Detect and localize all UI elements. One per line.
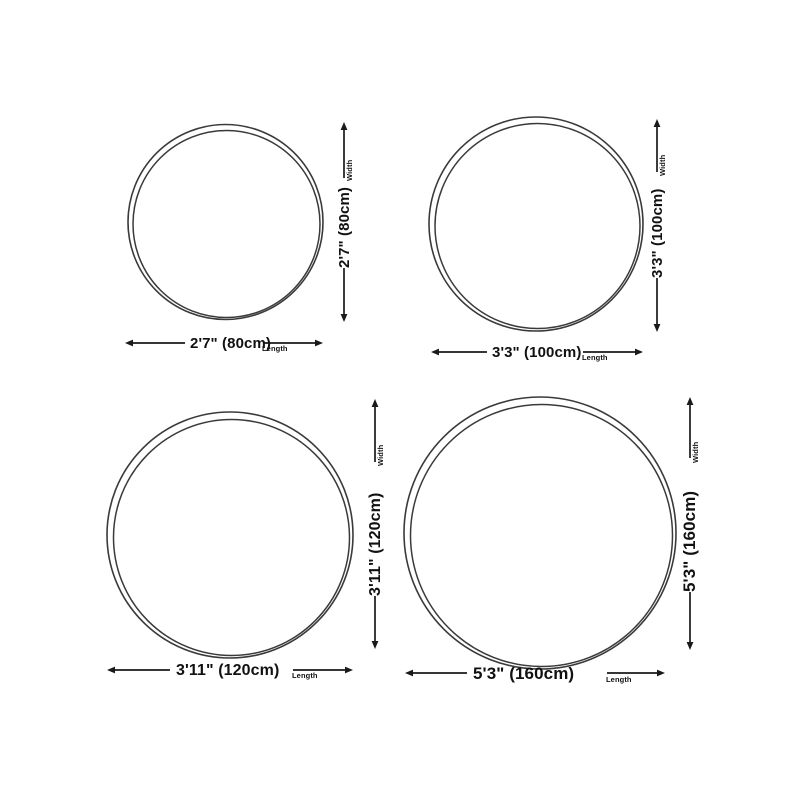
width-value-bottom-left: 3'11" (120cm) [367, 493, 384, 596]
rug-outer-ring-icon [106, 411, 354, 659]
width-caption-top-right: Width [658, 154, 667, 176]
rug-panel-bottom-left: 3'11" (120cm) Length 3'11" (120cm) Width [106, 399, 385, 680]
width-dimension-top-right: 3'3" (100cm) Width [649, 119, 667, 332]
length-caption-top-left: Length [262, 344, 288, 353]
length-dimension-top-right: 3'3" (100cm) Length [431, 344, 643, 362]
width-arrowhead-top-icon [653, 119, 661, 127]
length-caption-bottom-right: Length [606, 675, 632, 684]
length-dimension-bottom-right: 5'3" (160cm) Length [405, 664, 665, 684]
width-arrowhead-bottom-icon [340, 314, 348, 322]
rug-circle-bottom-left [106, 411, 354, 659]
length-arrowhead-right-icon [345, 666, 353, 674]
rug-circle-bottom-right [403, 396, 677, 670]
rug-outer-ring-icon [127, 123, 324, 321]
rug-panel-top-right: 3'3" (100cm) Length 3'3" (100cm) Width [428, 116, 667, 362]
length-caption-bottom-left: Length [292, 671, 318, 680]
width-dimension-bottom-right: 5'3" (160cm) Width [680, 397, 700, 650]
width-arrowhead-top-icon [686, 397, 694, 405]
width-value-top-left: 2'7" (80cm) [336, 187, 353, 268]
length-arrowhead-left-icon [107, 666, 115, 674]
length-dimension-bottom-left: 3'11" (120cm) Length [107, 662, 353, 680]
rug-inner-ring-icon [434, 122, 641, 330]
rug-inner-ring-icon [409, 403, 674, 668]
length-value-bottom-left: 3'11" (120cm) [176, 662, 279, 679]
length-arrowhead-right-icon [315, 339, 323, 347]
rug-inner-ring-icon [112, 418, 351, 657]
rug-panel-bottom-right: 5'3" (160cm) Length 5'3" (160cm) Width [403, 396, 700, 684]
length-value-bottom-right: 5'3" (160cm) [473, 664, 574, 683]
width-arrowhead-top-icon [340, 122, 348, 130]
rug-outer-ring-icon [403, 396, 677, 670]
width-arrowhead-bottom-icon [371, 641, 379, 649]
length-caption-top-right: Length [582, 353, 608, 362]
rug-outer-ring-icon [428, 116, 644, 332]
length-arrowhead-left-icon [125, 339, 133, 347]
length-dimension-top-left: 2'7" (80cm) Length [125, 335, 323, 353]
width-value-bottom-right: 5'3" (160cm) [680, 491, 699, 592]
width-arrowhead-bottom-icon [653, 324, 661, 332]
width-arrowhead-top-icon [371, 399, 379, 407]
width-arrowhead-bottom-icon [686, 642, 694, 650]
width-dimension-bottom-left: 3'11" (120cm) Width [367, 399, 385, 649]
width-caption-bottom-left: Width [376, 444, 385, 466]
length-value-top-left: 2'7" (80cm) [190, 335, 271, 352]
length-value-top-right: 3'3" (100cm) [492, 344, 581, 361]
width-dimension-top-left: 2'7" (80cm) Width [336, 122, 354, 322]
length-arrowhead-right-icon [657, 669, 665, 677]
rug-panel-top-left: 2'7" (80cm) Length 2'7" (80cm) Width [125, 122, 354, 353]
rug-circle-top-left [127, 123, 324, 321]
width-caption-top-left: Width [345, 159, 354, 181]
rug-circle-top-right [428, 116, 644, 332]
rug-inner-ring-icon [132, 129, 321, 319]
width-caption-bottom-right: Width [691, 441, 700, 463]
length-arrowhead-right-icon [635, 348, 643, 356]
length-arrowhead-left-icon [405, 669, 413, 677]
width-value-top-right: 3'3" (100cm) [649, 189, 666, 278]
length-arrowhead-left-icon [431, 348, 439, 356]
